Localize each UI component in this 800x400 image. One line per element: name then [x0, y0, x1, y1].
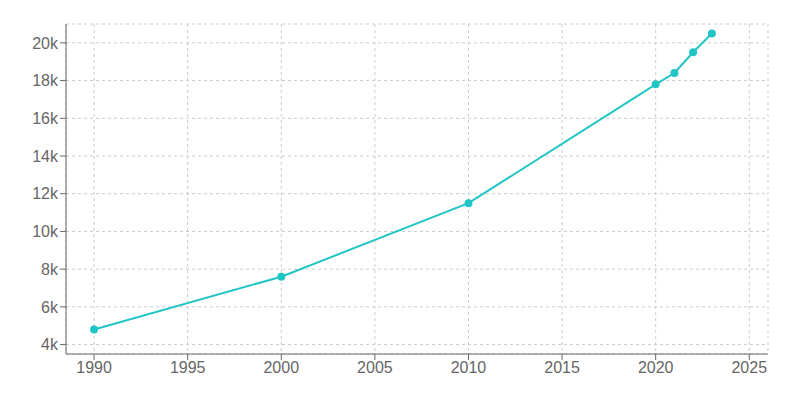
svg-text:20k: 20k: [32, 35, 59, 52]
svg-text:2025: 2025: [731, 359, 767, 376]
svg-text:2020: 2020: [638, 359, 674, 376]
svg-text:2015: 2015: [544, 359, 580, 376]
svg-text:1990: 1990: [76, 359, 112, 376]
svg-text:12k: 12k: [32, 185, 59, 202]
svg-text:1995: 1995: [170, 359, 206, 376]
svg-text:2005: 2005: [357, 359, 393, 376]
svg-text:18k: 18k: [32, 72, 59, 89]
svg-text:4k: 4k: [41, 336, 59, 353]
svg-text:2000: 2000: [263, 359, 299, 376]
svg-text:10k: 10k: [32, 223, 59, 240]
svg-text:8k: 8k: [41, 261, 59, 278]
svg-text:6k: 6k: [41, 299, 59, 316]
svg-text:16k: 16k: [32, 110, 59, 127]
svg-text:2010: 2010: [451, 359, 487, 376]
svg-text:14k: 14k: [32, 148, 59, 165]
